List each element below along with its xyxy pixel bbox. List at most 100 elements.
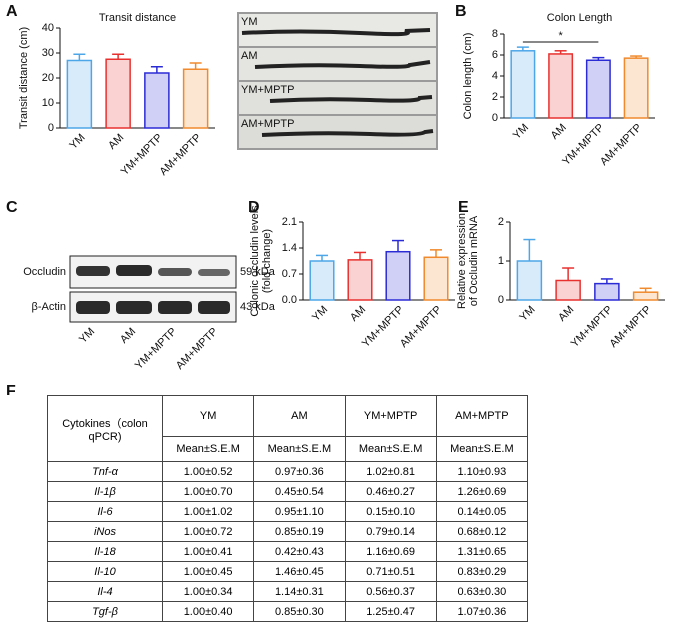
colon — [261, 129, 434, 137]
band-label: Occludin — [23, 266, 66, 278]
table-cell: AM+MPTP — [435, 395, 529, 437]
x-tick-label: AM — [549, 122, 569, 142]
y-tick-label: 6 — [492, 49, 498, 61]
table-cell: 0.68±0.12 — [435, 521, 529, 542]
table-cell: 1.07±0.36 — [435, 601, 529, 622]
y-tick-label: 0 — [492, 112, 498, 124]
table-cell: 1.10±0.93 — [435, 461, 529, 482]
table-cell: 1.14±0.31 — [253, 581, 346, 602]
bar — [516, 260, 543, 301]
table-cell: Mean±S.E.M — [253, 436, 346, 462]
table-cell: 1.31±0.65 — [435, 541, 529, 562]
table-row: Il-4 1.00±0.34 1.14±0.31 0.56±0.37 0.63±0.30 — [47, 581, 529, 602]
x-tick-label: AM+MPTP — [398, 304, 444, 350]
table-row: iNos 1.00±0.72 0.85±0.19 0.79±0.14 0.68±0.12 — [47, 521, 529, 542]
band — [76, 301, 110, 314]
colon — [254, 60, 431, 69]
photo-label: AM — [241, 50, 258, 62]
table-row: Il-10 1.00±0.45 1.46±0.45 0.71±0.51 0.83±0.2… — [47, 561, 529, 582]
bar — [585, 59, 611, 119]
table-row: Tgf-β 1.00±0.40 0.85±0.30 1.25±0.47 1.07±0.3… — [47, 601, 529, 622]
table-cell: 1.25±0.47 — [344, 601, 437, 622]
y-tick-label: 30 — [42, 47, 54, 59]
y-tick-label: 40 — [42, 22, 54, 34]
table-cell: 1.00±0.70 — [161, 481, 255, 502]
colon-photo — [237, 12, 438, 150]
table-cell: Il-18 — [47, 541, 163, 562]
table-cell: 0.71±0.51 — [344, 561, 437, 582]
table-cell: AM — [253, 395, 346, 437]
chart-title: Colon Length — [547, 12, 612, 24]
panel-label: F — [6, 383, 16, 395]
bar — [423, 256, 449, 301]
photo-label: AM+MPTP — [241, 118, 294, 130]
band — [198, 301, 230, 314]
panel-label: A — [6, 3, 18, 20]
table-cell: 1.00±0.34 — [161, 581, 255, 602]
band — [198, 269, 230, 276]
table-cell: 0.95±1.10 — [253, 501, 346, 522]
table-cell: 1.00±0.40 — [161, 601, 255, 622]
band — [116, 265, 152, 276]
bar — [182, 68, 209, 129]
lane-label: YM+MPTP — [133, 326, 179, 372]
table-cell: 1.02±0.81 — [344, 461, 437, 482]
table-cell: Cytokines（colon qPCR) — [47, 395, 163, 462]
table-cell: 0.42±0.43 — [253, 541, 346, 562]
table-cell: YM — [161, 395, 255, 437]
panel-label: C — [6, 199, 18, 216]
table-cell: Il-1β — [47, 481, 163, 502]
y-tick-label: 0 — [498, 294, 504, 306]
bar — [385, 250, 411, 301]
table-cell: YM+MPTP — [344, 395, 437, 437]
y-tick-label: 1 — [498, 255, 504, 267]
bar — [144, 72, 170, 129]
x-tick-label: AM+MPTP — [607, 304, 653, 350]
table-cell: Tnf-α — [47, 461, 163, 482]
table-cell: 1.00±0.52 — [161, 461, 255, 482]
y-axis-label: of Occludin mRNA — [468, 215, 480, 306]
y-tick-label: 0.7 — [282, 268, 297, 280]
photo-label: YM — [241, 16, 258, 28]
table-cell: Il-4 — [47, 581, 163, 602]
photo-label: YM+MPTP — [241, 84, 294, 96]
band-label: β-Actin — [32, 301, 66, 313]
table-cell: 1.16±0.69 — [344, 541, 437, 562]
x-tick-label: AM+MPTP — [157, 132, 203, 178]
table-row: Il-6 1.00±1.02 0.95±1.10 0.15±0.10 0.14±0.05 — [47, 501, 529, 522]
table-cell: 1.46±0.45 — [253, 561, 346, 582]
y-tick-label: 4 — [492, 70, 498, 82]
y-tick-label: 20 — [42, 72, 54, 84]
lane-label: YM — [77, 326, 97, 346]
table-cell: 0.83±0.29 — [435, 561, 529, 582]
y-axis-label: Colon length (cm) — [462, 33, 474, 120]
table-row: Il-18 1.00±0.41 0.42±0.43 1.16±0.69 1.31±0.6… — [47, 541, 529, 562]
y-axis-label: Colonic occludin levels — [249, 205, 261, 317]
y-axis-label: (fold change) — [261, 229, 273, 293]
table-cell: 0.79±0.14 — [344, 521, 437, 542]
panel-label: B — [455, 3, 467, 20]
table-cell: 0.63±0.30 — [435, 581, 529, 602]
bar — [510, 50, 536, 119]
bar — [66, 59, 93, 129]
y-tick-label: 0 — [48, 122, 54, 134]
y-tick-label: 0.0 — [282, 294, 297, 306]
table-cell: Il-10 — [47, 561, 163, 582]
table-cell: 0.45±0.54 — [253, 481, 346, 502]
table-cell: Mean±S.E.M — [435, 436, 529, 462]
x-tick-label: AM — [556, 304, 576, 324]
band — [158, 301, 192, 314]
table-row: Il-1β 1.00±0.70 0.45±0.54 0.46±0.27 1.26±0.6… — [47, 481, 529, 502]
colon — [241, 28, 431, 37]
table-cell: 1.00±1.02 — [161, 501, 255, 522]
size-label: 43 kDa — [240, 301, 276, 313]
table-cell: Tgf-β — [47, 601, 163, 622]
band — [116, 301, 152, 314]
lane-label: AM+MPTP — [174, 326, 220, 372]
bar — [347, 259, 373, 301]
bar — [105, 58, 131, 129]
size-label: 59 kDa — [240, 266, 276, 278]
bar — [555, 279, 581, 301]
y-axis-label: Transit distance (cm) — [18, 27, 30, 129]
